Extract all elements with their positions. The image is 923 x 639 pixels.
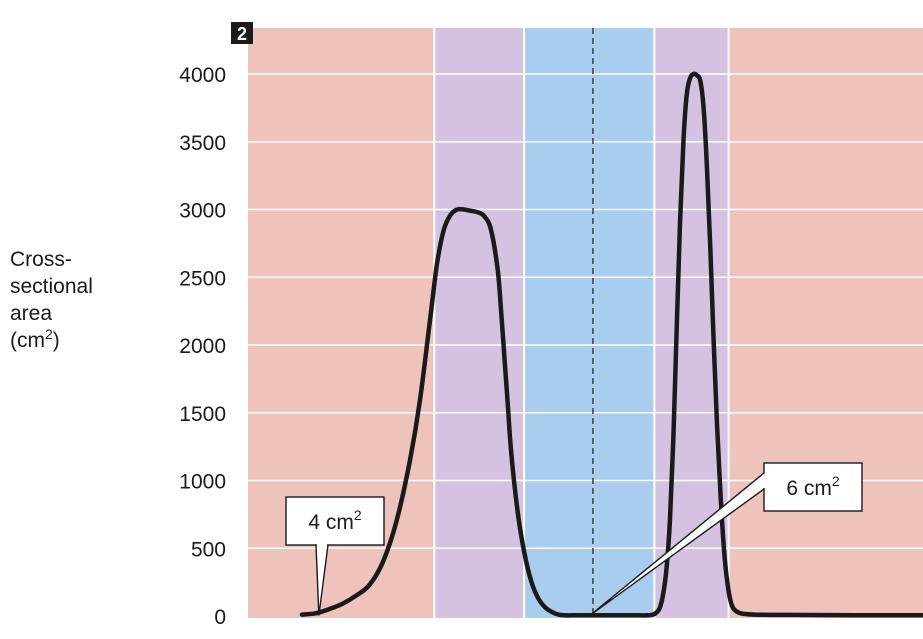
y-axis-unit-close: ) bbox=[52, 329, 60, 352]
y-tick-label-4000: 4000 bbox=[179, 64, 226, 87]
y-tick-label-1500: 1500 bbox=[179, 403, 226, 426]
callout-box-0 bbox=[285, 496, 385, 546]
callout-label-1: 6 cm2 bbox=[786, 473, 840, 500]
y-axis-unit-open: (cm bbox=[10, 329, 45, 352]
y-tick-label-3000: 3000 bbox=[179, 200, 226, 223]
band-arteriole-3 bbox=[654, 28, 729, 618]
y-axis-unit-sup: 2 bbox=[45, 326, 53, 342]
callout-unit-sup-0: 2 bbox=[354, 507, 362, 523]
panel-badge-number: 2 bbox=[237, 24, 247, 44]
y-tick-label-500: 500 bbox=[191, 538, 226, 561]
grid-layer bbox=[248, 73, 923, 550]
callout-1: 6 cm2 bbox=[589, 462, 863, 616]
y-axis-label-line-2: sectional bbox=[10, 275, 93, 298]
y-tick-label-2500: 2500 bbox=[179, 267, 226, 290]
callout-0: 4 cm2 bbox=[285, 496, 385, 616]
callout-box-1 bbox=[763, 462, 863, 512]
cross-sectional-area-curve-0 bbox=[299, 71, 923, 618]
bands-layer bbox=[248, 28, 923, 618]
band-artery-4 bbox=[728, 28, 923, 618]
band-capillary-2 bbox=[524, 28, 655, 618]
y-tick-label-2000: 2000 bbox=[179, 335, 226, 358]
panel-badge: 2 bbox=[231, 22, 253, 44]
band-arteriole-1 bbox=[434, 28, 525, 618]
y-tick-label-1000: 1000 bbox=[179, 471, 226, 494]
y-tick-label-0: 0 bbox=[214, 606, 226, 629]
y-tick-labels: 0 500 1000 1500 2000 2500 3000 3500 4000 bbox=[179, 64, 226, 629]
callout-value-1: 6 cm bbox=[786, 477, 832, 500]
y-axis-label-line-1: Cross- bbox=[10, 248, 72, 271]
curve-layer bbox=[299, 71, 923, 618]
panel-badge-box bbox=[231, 22, 253, 44]
y-axis-label-line-3: area bbox=[10, 302, 53, 325]
y-tick-label-3500: 3500 bbox=[179, 132, 226, 155]
y-axis-label-unit: (cm2) bbox=[10, 327, 93, 354]
callout-label-0: 4 cm2 bbox=[308, 507, 362, 534]
callout-value-0: 4 cm bbox=[308, 511, 354, 534]
callout-unit-sup-1: 2 bbox=[832, 473, 840, 489]
y-axis-label: Cross- sectional area (cm2) bbox=[10, 246, 93, 354]
